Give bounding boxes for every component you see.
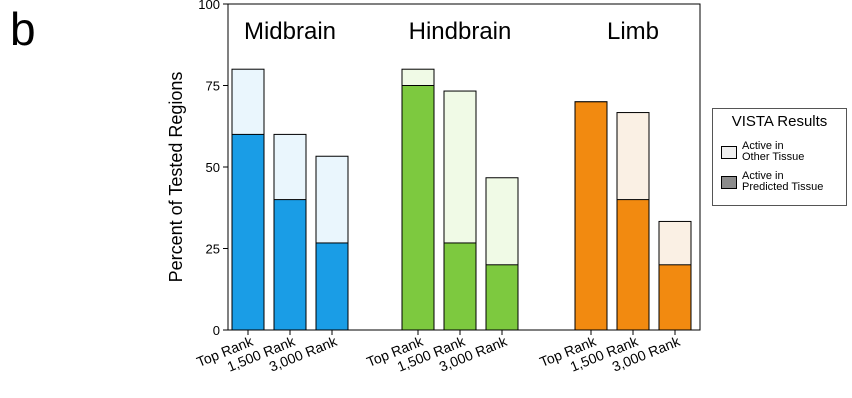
y-tick-label: 0: [213, 323, 220, 338]
y-tick-label: 100: [198, 0, 220, 12]
legend: VISTA Results Active in Other Tissue Act…: [712, 108, 847, 206]
legend-label-predicted-tissue: Active in Predicted Tissue: [742, 170, 824, 193]
group-label-limb: Limb: [607, 18, 659, 45]
legend-item-predicted-tissue: Active in Predicted Tissue: [721, 171, 823, 193]
legend-label-other-tissue: Active in Other Tissue: [742, 140, 805, 163]
legend-item-other-tissue: Active in Other Tissue: [721, 141, 804, 163]
legend-swatch-other-tissue: [721, 145, 737, 159]
panel-label: b: [10, 3, 36, 55]
bar-predicted-tissue-hindbrain-1-500-rank: [443, 242, 477, 331]
bar-predicted-tissue-midbrain-3-000-rank: [315, 242, 349, 331]
group-label-hindbrain: Hindbrain: [409, 18, 512, 45]
bar-predicted-tissue-midbrain-1-500-rank: [273, 199, 307, 331]
bar-predicted-tissue-midbrain-top-rank: [231, 133, 265, 331]
y-axis-label: Percent of Tested Regions: [166, 72, 186, 283]
legend-title: VISTA Results: [731, 113, 828, 130]
legend-swatch-predicted-tissue: [721, 175, 737, 189]
bar-predicted-tissue-hindbrain-top-rank: [401, 85, 435, 331]
group-label-midbrain: Midbrain: [244, 18, 336, 45]
bar-predicted-tissue-limb-top-rank: [574, 101, 608, 331]
y-tick-label: 50: [206, 160, 220, 175]
bar-predicted-tissue-limb-3-000-rank: [658, 264, 692, 331]
bar-predicted-tissue-hindbrain-3-000-rank: [485, 264, 519, 331]
y-tick-label: 75: [206, 79, 220, 94]
bar-predicted-tissue-limb-1-500-rank: [616, 199, 650, 331]
y-tick-label: 25: [206, 242, 220, 257]
